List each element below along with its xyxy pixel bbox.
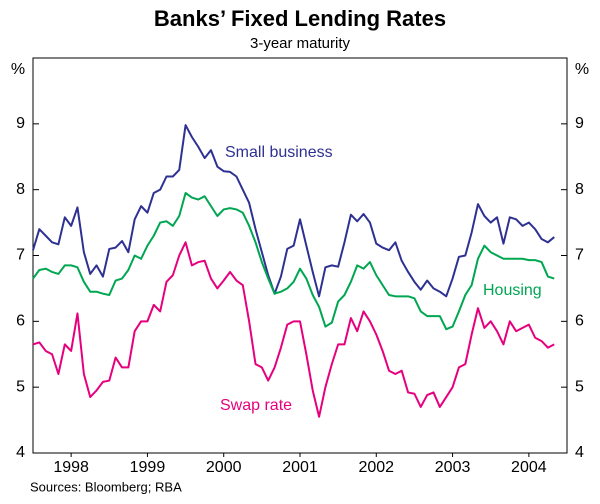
chart-subtitle: 3-year maturity: [250, 35, 351, 52]
y2-tick-label: 7: [575, 247, 584, 264]
y-tick-label: 9: [16, 115, 25, 132]
annotation: Small business: [225, 144, 333, 161]
y2-tick-label: 6: [575, 313, 584, 330]
chart-title: Banks’ Fixed Lending Rates: [154, 6, 446, 31]
x-tick-label: 2004: [511, 459, 547, 476]
x-tick-label: 2002: [358, 459, 394, 476]
series-line: [32, 191, 555, 331]
y2-axis-label: %: [575, 61, 589, 78]
x-tick-label: 1998: [53, 459, 89, 476]
plot-frame: [32, 57, 568, 454]
y-tick-label: 7: [16, 247, 25, 264]
y-tick-label: 8: [16, 181, 25, 198]
x-tick-label: 2000: [206, 459, 242, 476]
y-tick-label: 5: [16, 378, 25, 395]
x-tick-label: 2001: [282, 459, 318, 476]
annotation: Housing: [483, 282, 542, 299]
source-note: Sources: Bloomberg; RBA: [30, 479, 182, 494]
y-axis-label: %: [11, 61, 25, 78]
y2-tick-label: 4: [575, 444, 584, 461]
x-tick-label: 1999: [130, 459, 166, 476]
y-tick-label: 6: [16, 313, 25, 330]
y-tick-label: 4: [16, 444, 25, 461]
series-line: [32, 124, 555, 298]
y2-tick-label: 8: [575, 181, 584, 198]
series-line: [32, 241, 555, 418]
y2-tick-label: 9: [575, 115, 584, 132]
annotation: Swap rate: [220, 397, 292, 414]
x-tick-label: 2003: [435, 459, 471, 476]
y2-tick-label: 5: [575, 378, 584, 395]
